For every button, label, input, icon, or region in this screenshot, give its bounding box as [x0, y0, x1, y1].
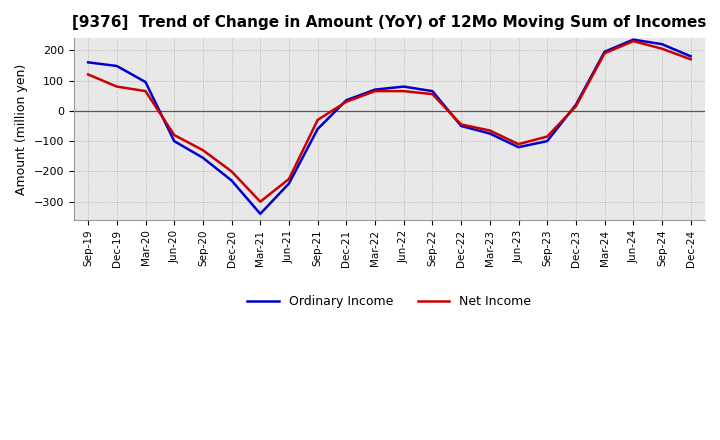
Line: Ordinary Income: Ordinary Income — [88, 40, 690, 214]
Ordinary Income — [199, 155, 207, 161]
Ordinary Income — [256, 211, 264, 216]
Ordinary Income — [313, 126, 322, 132]
Net Income — [485, 128, 494, 133]
Ordinary Income — [629, 37, 638, 42]
Legend: Ordinary Income, Net Income: Ordinary Income, Net Income — [248, 295, 531, 308]
Net Income — [456, 122, 465, 127]
Net Income — [543, 134, 552, 139]
Net Income — [342, 99, 351, 104]
Net Income — [657, 46, 666, 51]
Ordinary Income — [572, 102, 580, 107]
Net Income — [112, 84, 121, 89]
Ordinary Income — [400, 84, 408, 89]
Net Income — [256, 199, 264, 204]
Title: [9376]  Trend of Change in Amount (YoY) of 12Mo Moving Sum of Incomes: [9376] Trend of Change in Amount (YoY) o… — [72, 15, 706, 30]
Ordinary Income — [284, 181, 293, 186]
Net Income — [199, 147, 207, 153]
Ordinary Income — [84, 60, 92, 65]
Ordinary Income — [112, 63, 121, 69]
Ordinary Income — [141, 79, 150, 84]
Net Income — [400, 88, 408, 94]
Net Income — [84, 72, 92, 77]
Ordinary Income — [170, 139, 179, 144]
Line: Net Income: Net Income — [88, 41, 690, 202]
Ordinary Income — [514, 144, 523, 150]
Ordinary Income — [600, 49, 609, 55]
Ordinary Income — [657, 41, 666, 47]
Net Income — [228, 169, 236, 174]
Net Income — [572, 104, 580, 109]
Ordinary Income — [428, 88, 437, 94]
Net Income — [514, 142, 523, 147]
Ordinary Income — [543, 139, 552, 144]
Net Income — [313, 117, 322, 123]
Net Income — [629, 39, 638, 44]
Y-axis label: Amount (million yen): Amount (million yen) — [15, 63, 28, 194]
Ordinary Income — [456, 123, 465, 128]
Net Income — [170, 132, 179, 138]
Ordinary Income — [228, 178, 236, 183]
Net Income — [600, 51, 609, 56]
Net Income — [141, 88, 150, 94]
Ordinary Income — [686, 54, 695, 59]
Ordinary Income — [342, 98, 351, 103]
Net Income — [284, 176, 293, 182]
Ordinary Income — [485, 131, 494, 136]
Net Income — [371, 88, 379, 94]
Ordinary Income — [371, 87, 379, 92]
Net Income — [428, 92, 437, 97]
Net Income — [686, 57, 695, 62]
